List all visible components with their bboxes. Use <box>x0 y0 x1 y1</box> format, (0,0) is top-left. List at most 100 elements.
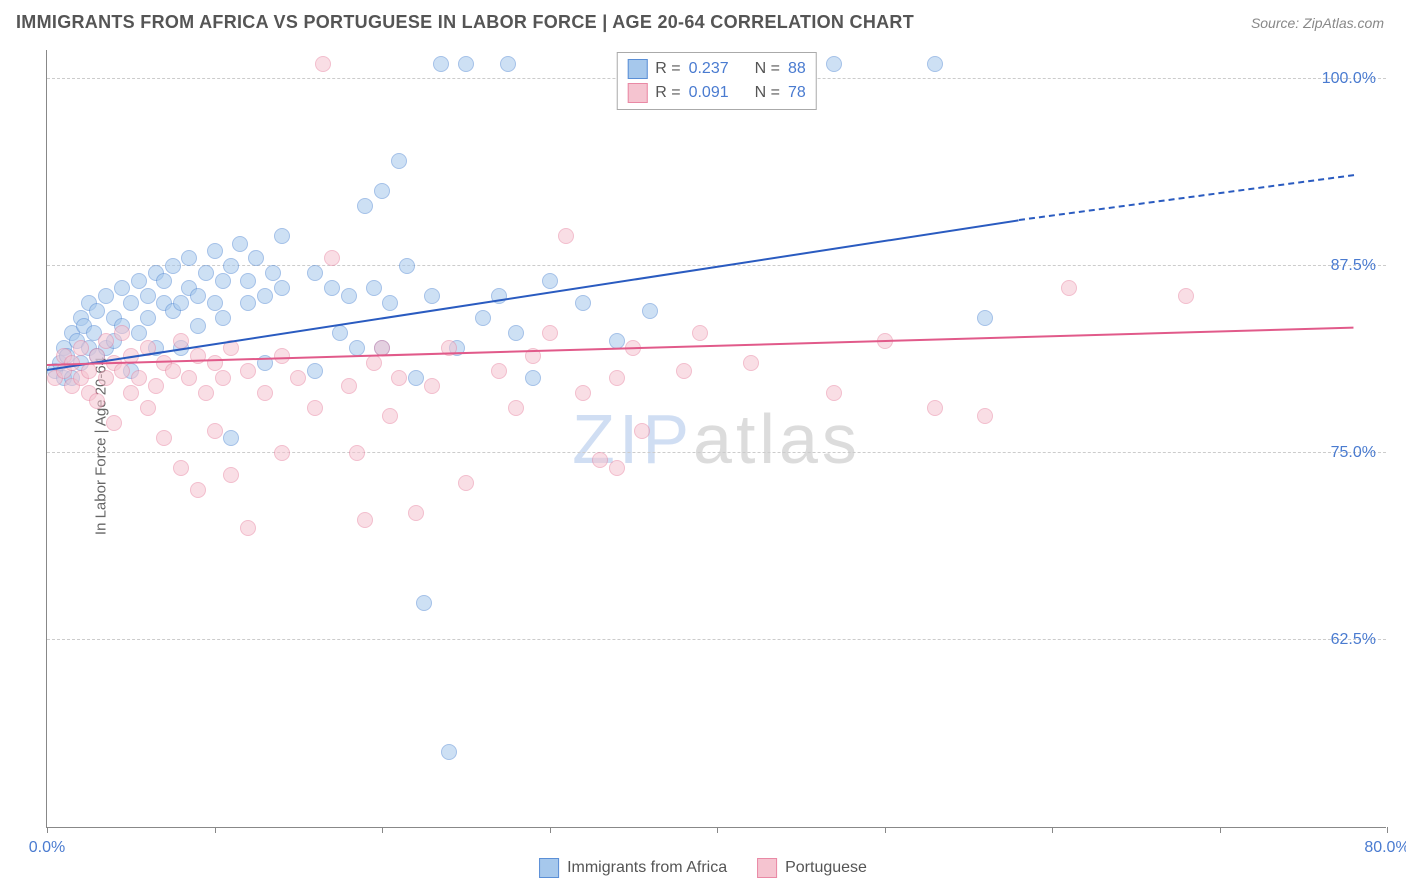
data-point <box>424 288 440 304</box>
x-tick <box>47 827 48 833</box>
legend-swatch <box>757 858 777 878</box>
data-point <box>173 460 189 476</box>
data-point <box>73 340 89 356</box>
data-point <box>232 236 248 252</box>
data-point <box>215 310 231 326</box>
data-point <box>408 505 424 521</box>
x-tick-label: 0.0% <box>29 839 65 857</box>
data-point <box>508 400 524 416</box>
data-point <box>207 423 223 439</box>
data-point <box>826 56 842 72</box>
data-point <box>977 408 993 424</box>
data-point <box>374 183 390 199</box>
data-point <box>156 430 172 446</box>
data-point <box>357 198 373 214</box>
legend-n-label: N = <box>755 84 780 102</box>
data-point <box>458 56 474 72</box>
legend-swatch <box>539 858 559 878</box>
data-point <box>307 400 323 416</box>
data-point <box>307 265 323 281</box>
data-point <box>592 452 608 468</box>
x-tick <box>382 827 383 833</box>
chart-plot-area: ZIPatlas R =0.237N =88R =0.091N =78 62.5… <box>46 50 1386 828</box>
data-point <box>223 467 239 483</box>
data-point <box>408 370 424 386</box>
data-point <box>123 385 139 401</box>
data-point <box>215 370 231 386</box>
data-point <box>215 273 231 289</box>
data-point <box>131 273 147 289</box>
data-point <box>692 325 708 341</box>
x-tick <box>717 827 718 833</box>
data-point <box>391 153 407 169</box>
legend-swatch <box>627 83 647 103</box>
data-point <box>382 295 398 311</box>
legend-r-label: R = <box>655 84 680 102</box>
trendline <box>1018 174 1353 221</box>
data-point <box>575 295 591 311</box>
data-point <box>198 385 214 401</box>
gridline-h <box>47 452 1386 453</box>
data-point <box>198 265 214 281</box>
data-point <box>181 370 197 386</box>
data-point <box>181 250 197 266</box>
data-point <box>240 363 256 379</box>
data-point <box>240 520 256 536</box>
data-point <box>743 355 759 371</box>
data-point <box>223 258 239 274</box>
data-point <box>642 303 658 319</box>
legend-row: R =0.237N =88 <box>627 57 806 81</box>
data-point <box>173 295 189 311</box>
data-point <box>977 310 993 326</box>
data-point <box>148 378 164 394</box>
data-point <box>441 744 457 760</box>
data-point <box>140 400 156 416</box>
correlation-legend: R =0.237N =88R =0.091N =78 <box>616 52 817 110</box>
data-point <box>131 370 147 386</box>
data-point <box>257 288 273 304</box>
legend-swatch <box>627 59 647 79</box>
data-point <box>433 56 449 72</box>
x-tick <box>885 827 886 833</box>
data-point <box>324 280 340 296</box>
data-point <box>491 363 507 379</box>
x-tick <box>215 827 216 833</box>
gridline-h <box>47 639 1386 640</box>
data-point <box>165 258 181 274</box>
series-legend: Immigrants from AfricaPortuguese <box>539 858 867 878</box>
data-point <box>274 228 290 244</box>
legend-item: Immigrants from Africa <box>539 858 727 878</box>
data-point <box>265 265 281 281</box>
data-point <box>349 340 365 356</box>
data-point <box>114 280 130 296</box>
data-point <box>475 310 491 326</box>
x-tick-label: 80.0% <box>1364 839 1406 857</box>
data-point <box>190 482 206 498</box>
chart-title: IMMIGRANTS FROM AFRICA VS PORTUGUESE IN … <box>16 12 914 33</box>
chart-header: IMMIGRANTS FROM AFRICA VS PORTUGUESE IN … <box>0 0 1406 43</box>
data-point <box>416 595 432 611</box>
data-point <box>424 378 440 394</box>
data-point <box>207 355 223 371</box>
data-point <box>207 243 223 259</box>
data-point <box>366 355 382 371</box>
data-point <box>123 295 139 311</box>
data-point <box>290 370 306 386</box>
data-point <box>190 288 206 304</box>
x-tick <box>1052 827 1053 833</box>
data-point <box>399 258 415 274</box>
data-point <box>558 228 574 244</box>
data-point <box>542 325 558 341</box>
legend-n-value: 88 <box>788 60 806 78</box>
data-point <box>240 295 256 311</box>
data-point <box>89 393 105 409</box>
data-point <box>114 325 130 341</box>
data-point <box>575 385 591 401</box>
data-point <box>274 280 290 296</box>
data-point <box>190 318 206 334</box>
data-point <box>341 288 357 304</box>
data-point <box>131 325 147 341</box>
data-point <box>542 273 558 289</box>
x-tick <box>1387 827 1388 833</box>
x-tick <box>1220 827 1221 833</box>
